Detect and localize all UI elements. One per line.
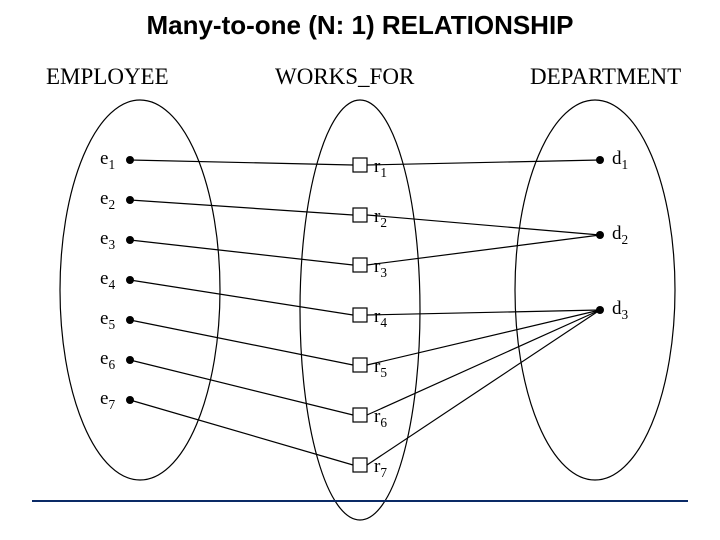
department-dot-d3: [596, 306, 604, 314]
relation-box-r7: [353, 458, 367, 472]
relation-label-r5: r5: [374, 356, 387, 381]
department-label-d2: d2: [612, 223, 628, 248]
right-ellipse: [515, 100, 675, 480]
edge: [367, 215, 600, 235]
relation-box-r1: [353, 158, 367, 172]
employee-label-e6: e6: [100, 348, 115, 373]
employee-dot-e2: [126, 196, 134, 204]
edge: [367, 310, 600, 465]
department-label-d3: d3: [612, 298, 628, 323]
edge: [367, 310, 600, 415]
relation-box-r4: [353, 308, 367, 322]
employee-dot-e5: [126, 316, 134, 324]
employee-dot-e3: [126, 236, 134, 244]
employee-dot-e1: [126, 156, 134, 164]
department-dot-d2: [596, 231, 604, 239]
relation-label-r2: r2: [374, 206, 387, 231]
edge: [130, 400, 353, 465]
relation-label-r3: r3: [374, 256, 387, 281]
department-dot-d1: [596, 156, 604, 164]
employee-dot-e4: [126, 276, 134, 284]
footer-rule: [32, 500, 688, 502]
department-label-d1: d1: [612, 148, 628, 173]
employee-label-e7: e7: [100, 388, 115, 413]
relation-label-r6: r6: [374, 406, 387, 431]
relation-label-r1: r1: [374, 156, 387, 181]
employee-label-e4: e4: [100, 268, 115, 293]
relation-box-r6: [353, 408, 367, 422]
employee-label-e3: e3: [100, 228, 115, 253]
relation-box-r3: [353, 258, 367, 272]
edge: [367, 235, 600, 265]
relation-box-r2: [353, 208, 367, 222]
employee-label-e2: e2: [100, 188, 115, 213]
edge: [130, 280, 353, 315]
edge: [130, 320, 353, 365]
employee-label-e1: e1: [100, 148, 115, 173]
employee-dot-e7: [126, 396, 134, 404]
relation-box-r5: [353, 358, 367, 372]
edge: [130, 240, 353, 265]
edge: [130, 160, 353, 165]
edge: [130, 360, 353, 415]
edge: [130, 200, 353, 215]
employee-dot-e6: [126, 356, 134, 364]
edge: [367, 310, 600, 315]
edge: [367, 310, 600, 365]
relation-label-r4: r4: [374, 306, 387, 331]
employee-label-e5: e5: [100, 308, 115, 333]
relation-label-r7: r7: [374, 456, 387, 481]
